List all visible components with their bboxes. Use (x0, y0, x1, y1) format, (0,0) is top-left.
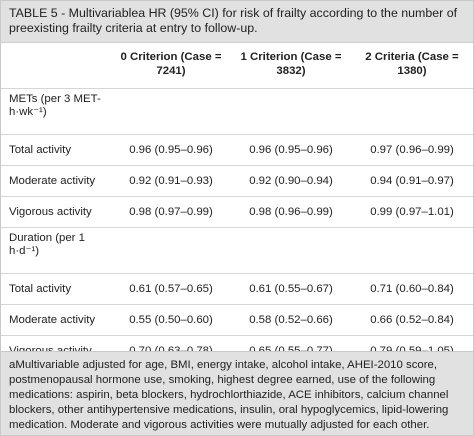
header-cell-empty (1, 43, 111, 89)
row-label: Total activity (1, 134, 111, 166)
table-row: Moderate activity 0.55 (0.50–0.60) 0.58 … (1, 304, 473, 336)
row-label: Moderate activity (1, 304, 111, 336)
section-row-duration: Duration (per 1 h·d⁻¹) (1, 227, 473, 274)
section-label: Duration (per 1 h·d⁻¹) (1, 227, 111, 274)
cell-value: 0.61 (0.55–0.67) (231, 273, 351, 305)
table-title: TABLE 5 - Multivariablea HR (95% CI) for… (1, 1, 473, 43)
table-row: Total activity 0.61 (0.57–0.65) 0.61 (0.… (1, 273, 473, 305)
header-cell-2-criteria: 2 Criteria (Case = 1380) (351, 43, 473, 89)
cell-value: 0.96 (0.95–0.96) (111, 134, 231, 166)
cell-value: 0.92 (0.91–0.93) (111, 165, 231, 197)
cell-value: 0.98 (0.96–0.99) (231, 196, 351, 228)
header-row: 0 Criterion (Case = 7241) 1 Criterion (C… (1, 43, 473, 89)
cell-value: 0.97 (0.96–0.99) (351, 134, 473, 166)
cell-value: 0.94 (0.91–0.97) (351, 165, 473, 197)
table-row: Moderate activity 0.92 (0.91–0.93) 0.92 … (1, 165, 473, 197)
header-cell-1-criterion: 1 Criterion (Case = 3832) (231, 43, 351, 89)
section-label: METs (per 3 MET-h·wk⁻¹) (1, 88, 111, 135)
cell-value: 0.92 (0.90–0.94) (231, 165, 351, 197)
results-table: 0 Criterion (Case = 7241) 1 Criterion (C… (1, 43, 473, 367)
table-footnote: aMultivariable adjusted for age, BMI, en… (1, 351, 473, 435)
row-label: Total activity (1, 273, 111, 305)
header-cell-0-criterion: 0 Criterion (Case = 7241) (111, 43, 231, 89)
cell-value: 0.96 (0.95–0.96) (231, 134, 351, 166)
row-label: Vigorous activity (1, 196, 111, 228)
cell-value: 0.98 (0.97–0.99) (111, 196, 231, 228)
table-row: Total activity 0.96 (0.95–0.96) 0.96 (0.… (1, 134, 473, 166)
cell-value: 0.71 (0.60–0.84) (351, 273, 473, 305)
cell-value: 0.61 (0.57–0.65) (111, 273, 231, 305)
cell-value: 0.99 (0.97–1.01) (351, 196, 473, 228)
cell-value: 0.55 (0.50–0.60) (111, 304, 231, 336)
cell-value: 0.66 (0.52–0.84) (351, 304, 473, 336)
table-row: Vigorous activity 0.98 (0.97–0.99) 0.98 … (1, 196, 473, 228)
row-label: Moderate activity (1, 165, 111, 197)
cell-value: 0.58 (0.52–0.66) (231, 304, 351, 336)
section-row-mets: METs (per 3 MET-h·wk⁻¹) (1, 88, 473, 135)
